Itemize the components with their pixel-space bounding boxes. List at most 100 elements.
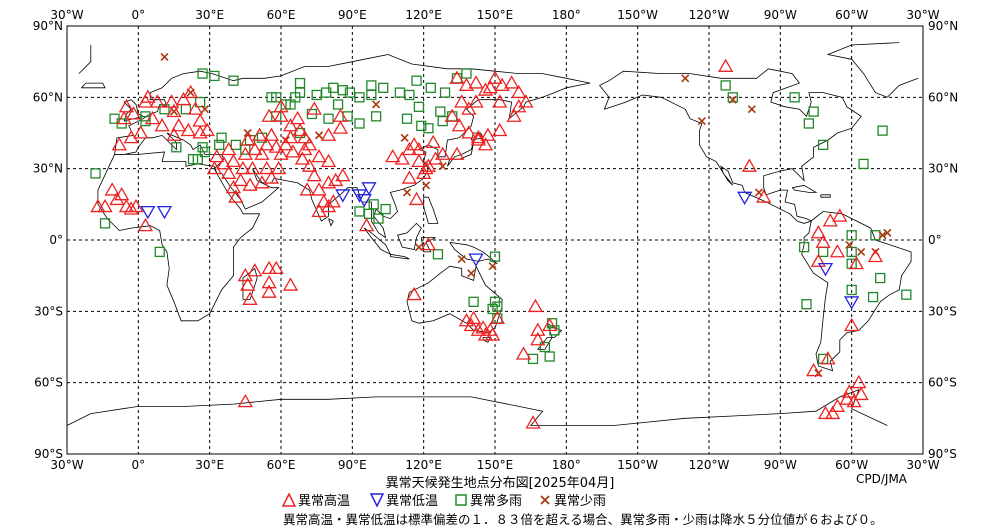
light-rain-marker (747, 105, 756, 114)
high-temp-marker (282, 277, 299, 291)
high-temp-marker (175, 91, 192, 106)
lon-label-top: 150°E (477, 8, 514, 22)
high-temp-marker (325, 194, 341, 208)
heavy-rain-marker (461, 68, 472, 79)
high-temp-marker (111, 137, 127, 151)
heavy-rain-marker (366, 80, 377, 91)
high-temp-marker (235, 160, 251, 175)
high-temp-marker (254, 146, 270, 160)
high-temp-marker (454, 94, 470, 108)
high-temp-marker (271, 160, 287, 175)
high-temp-marker (449, 146, 465, 160)
high-temp-marker (123, 201, 139, 215)
lon-label-bottom: 120°E (405, 458, 442, 470)
lon-label-bottom: 60°E (267, 458, 296, 470)
lat-label-right: 90°N (928, 19, 958, 33)
high-temp-marker (294, 151, 311, 165)
high-temp-marker (485, 327, 501, 341)
axis-labels: 30°W 0° 30°E 60°E 90°E 120°E 150°E 180° 150°W 120… (33, 8, 959, 470)
coastline-22 (566, 389, 888, 426)
high-temp-marker (420, 236, 437, 251)
high-temp-marker (504, 75, 520, 89)
high-temp-marker (844, 317, 860, 332)
heavy-rain-marker (354, 118, 365, 129)
high-temp-marker (841, 384, 857, 398)
high-temp-marker (406, 137, 422, 151)
heavy-rain-marker (870, 230, 881, 241)
low-temp-marker (817, 263, 834, 277)
lon-label-top: 150°W (617, 8, 658, 22)
high-temp-marker (180, 122, 196, 137)
heavy-rain-marker (363, 208, 375, 219)
high-temp-marker (451, 118, 467, 132)
lon-label-top: 180° (552, 8, 581, 22)
high-temp-marker (492, 94, 508, 108)
light-rain-marker (728, 95, 737, 104)
low-temp-marker (356, 194, 372, 208)
lat-label-right: 30°N (928, 162, 958, 176)
high-temp-marker (149, 94, 165, 108)
world-map: 30°W 0° 30°E 60°E 90°E 120°E 150°E 180° 150°W 120… (33, 8, 959, 470)
high-temp-marker (332, 120, 349, 134)
high-temp-marker (301, 158, 318, 172)
high-temp-marker (320, 198, 337, 213)
lon-label-top: 60°W (835, 8, 868, 22)
heavy-rain-marker (216, 132, 227, 143)
heavy-rain-marker (817, 139, 829, 151)
heavy-rain-marker (180, 104, 192, 115)
high-temp-marker (463, 317, 479, 332)
lat-label-left: 60°S (34, 376, 63, 390)
light-rain-marker (457, 254, 466, 264)
low-temp-marker (351, 189, 368, 203)
high-temp-marker (183, 84, 199, 99)
heavy-rain-marker (197, 68, 208, 79)
high-temp-marker (244, 160, 261, 175)
high-temp-marker (846, 393, 862, 408)
high-temp-marker (444, 108, 460, 122)
high-temp-marker (232, 172, 249, 187)
high-temp-marker (311, 148, 327, 163)
high-temp-marker (97, 198, 113, 213)
high-temp-marker (263, 127, 280, 141)
lon-label-top: 60°E (267, 8, 296, 22)
heavy-rain-marker (803, 118, 815, 129)
high-temp-marker (477, 137, 494, 151)
lat-label-left: 60°N (33, 90, 63, 104)
light-rain-marker (160, 52, 169, 61)
heavy-rain-marker (489, 251, 501, 262)
low-temp-marker (844, 296, 860, 310)
high-temp-marker (848, 255, 865, 270)
high-temp-marker (237, 393, 253, 408)
heavy-rain-marker (401, 113, 413, 124)
heavy-rain-marker (846, 230, 857, 241)
high-temp-marker (261, 274, 277, 289)
lat-label-right: 0° (928, 233, 942, 247)
lon-label-bottom: 180° (552, 458, 581, 470)
low-temp-marker (156, 205, 173, 220)
high-temp-marker (806, 362, 822, 377)
high-temp-marker (425, 134, 441, 149)
heavy-rain-marker (416, 120, 427, 132)
high-temp-marker (815, 234, 831, 248)
coastline-11 (389, 253, 410, 260)
legend-low-temp-label: 異常低温 (386, 494, 439, 509)
high-temp-marker (530, 332, 546, 346)
square-icon (455, 494, 467, 506)
lat-label-right: 90°S (928, 447, 957, 461)
heavy-rain-marker (867, 291, 879, 303)
heavy-rain-marker (199, 146, 211, 158)
coastline-20 (887, 77, 919, 98)
high-temp-marker (320, 153, 337, 168)
high-temp-marker (273, 99, 289, 113)
lat-label-left: 30°S (34, 304, 63, 318)
heavy-rain-marker (378, 82, 389, 93)
heavy-rain-marker (411, 75, 422, 86)
high-temp-marker (542, 317, 558, 332)
coastline-5 (470, 132, 484, 141)
lon-label-bottom: 0° (132, 458, 146, 470)
high-temp-marker (756, 189, 772, 203)
high-temp-marker (199, 122, 215, 137)
lat-label-right: 60°S (928, 376, 957, 390)
high-temp-marker (511, 84, 527, 99)
high-temp-marker (411, 153, 427, 168)
